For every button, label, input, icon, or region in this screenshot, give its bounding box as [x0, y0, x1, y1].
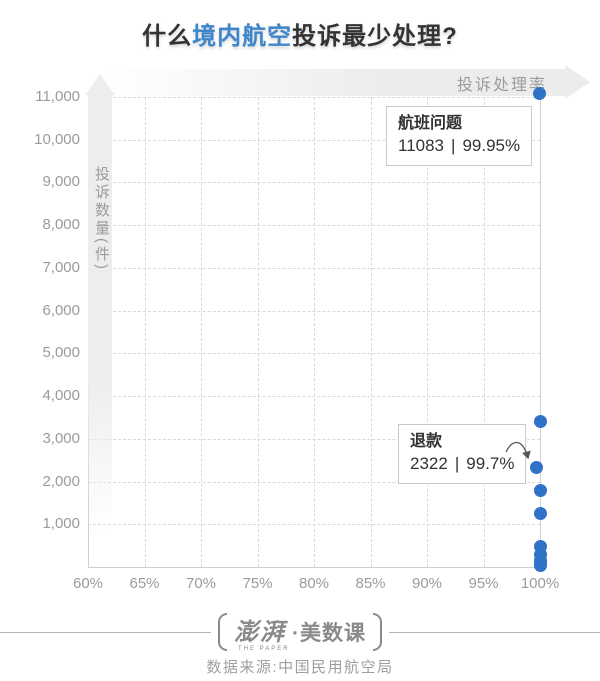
callout-flight-rate: 99.95% [462, 136, 521, 156]
x-tick-label: 100% [520, 575, 560, 592]
plot-border-right [540, 97, 541, 567]
x-tick-label: 60% [72, 575, 104, 592]
callout-refund: 退款 2322 | 99.7% [398, 424, 527, 485]
grid-line-vertical [201, 97, 202, 567]
logo-bracket-right-icon [373, 613, 382, 651]
callout-flight-divider: | [451, 136, 456, 156]
callout-refund-rate: 99.7% [466, 454, 515, 474]
plot-border-bottom [88, 567, 541, 568]
callout-flight-problems: 航班问题 11083 | 99.95% [386, 106, 533, 167]
footer-logo-row: 澎湃 THE PAPER ·美数课 [0, 611, 600, 653]
grid-line-vertical [427, 97, 428, 567]
grid-line-vertical [314, 97, 315, 567]
callout-flight-count: 11083 [398, 136, 445, 156]
y-axis-title: 投诉数量(件) [93, 166, 110, 272]
x-tick-label: 65% [129, 575, 160, 592]
x-axis-band: 投诉处理率 [104, 69, 565, 96]
x-tick-label: 85% [355, 575, 386, 592]
thepaper-logo: 澎湃 THE PAPER ·美数课 [227, 617, 373, 653]
footer-line-left [0, 631, 211, 633]
logo-thepaper-sub: THE PAPER [238, 646, 290, 652]
data-point [533, 415, 547, 429]
title-prefix: 什么 [142, 23, 193, 50]
data-point-退款 [530, 461, 544, 475]
logo-script-text: 澎湃 THE PAPER [234, 617, 288, 653]
y-tick-label: 8,000 [42, 216, 80, 234]
x-tick-label: 80% [298, 575, 330, 592]
x-axis-arrow-icon [565, 65, 590, 99]
y-tick-label: 7,000 [42, 258, 80, 276]
y-tick-label: 10,000 [34, 130, 80, 148]
grid-line-vertical [257, 97, 259, 567]
data-source-note: 数据来源:中国民用航空局 [206, 659, 394, 676]
callout-refund-title: 退款 [410, 433, 443, 450]
title-suffix: 投诉最少处理? [292, 23, 458, 50]
y-tick-label: 11,000 [35, 88, 80, 105]
grid-line-vertical [144, 97, 146, 567]
logo-meishuke: ·美数课 [292, 622, 366, 645]
callout-flight-title: 航班问题 [398, 115, 463, 132]
page-title: 什么境内航空投诉最少处理? [0, 16, 600, 51]
title-highlight: 境内航空 [192, 23, 293, 50]
callout-refund-value: 2322 | 99.7% [410, 453, 514, 476]
x-axis-title: 投诉处理率 [456, 76, 547, 94]
data-point [533, 559, 547, 573]
y-tick-label: 5,000 [42, 344, 80, 362]
data-point [533, 483, 547, 497]
callout-refund-divider: | [454, 454, 460, 474]
callout-flight-value: 11083 | 99.95% [398, 135, 520, 158]
data-point [533, 507, 547, 521]
x-tick-label: 90% [411, 575, 443, 592]
grid-line-vertical [483, 97, 485, 567]
x-tick-label: 95% [468, 575, 499, 592]
data-point-航班问题 [532, 86, 546, 100]
logo-bracket-left-icon [218, 613, 227, 651]
footer-line-right [389, 631, 600, 633]
x-tick-label: 75% [242, 575, 273, 592]
callout-refund-count: 2322 [410, 454, 448, 474]
y-tick-label: 6,000 [42, 301, 80, 319]
y-axis-band: 投诉数量(件) [88, 95, 112, 547]
y-tick-label: 9,000 [42, 173, 80, 191]
y-tick-label: 1,000 [42, 515, 80, 533]
y-tick-label: 3,000 [42, 429, 80, 447]
y-tick-label: 4,000 [42, 387, 80, 405]
x-tick-label: 70% [185, 575, 217, 592]
logo-pengpai: 澎湃 [234, 617, 286, 646]
grid-line-vertical [370, 97, 372, 567]
scatter-plot: 投诉数量(件) 投诉处理率 航班问题 11083 | 99.95% 退款 2322 |… [34, 65, 590, 592]
refund-pointer-arrow-icon [505, 441, 531, 460]
y-tick-label: 2,000 [42, 472, 80, 490]
